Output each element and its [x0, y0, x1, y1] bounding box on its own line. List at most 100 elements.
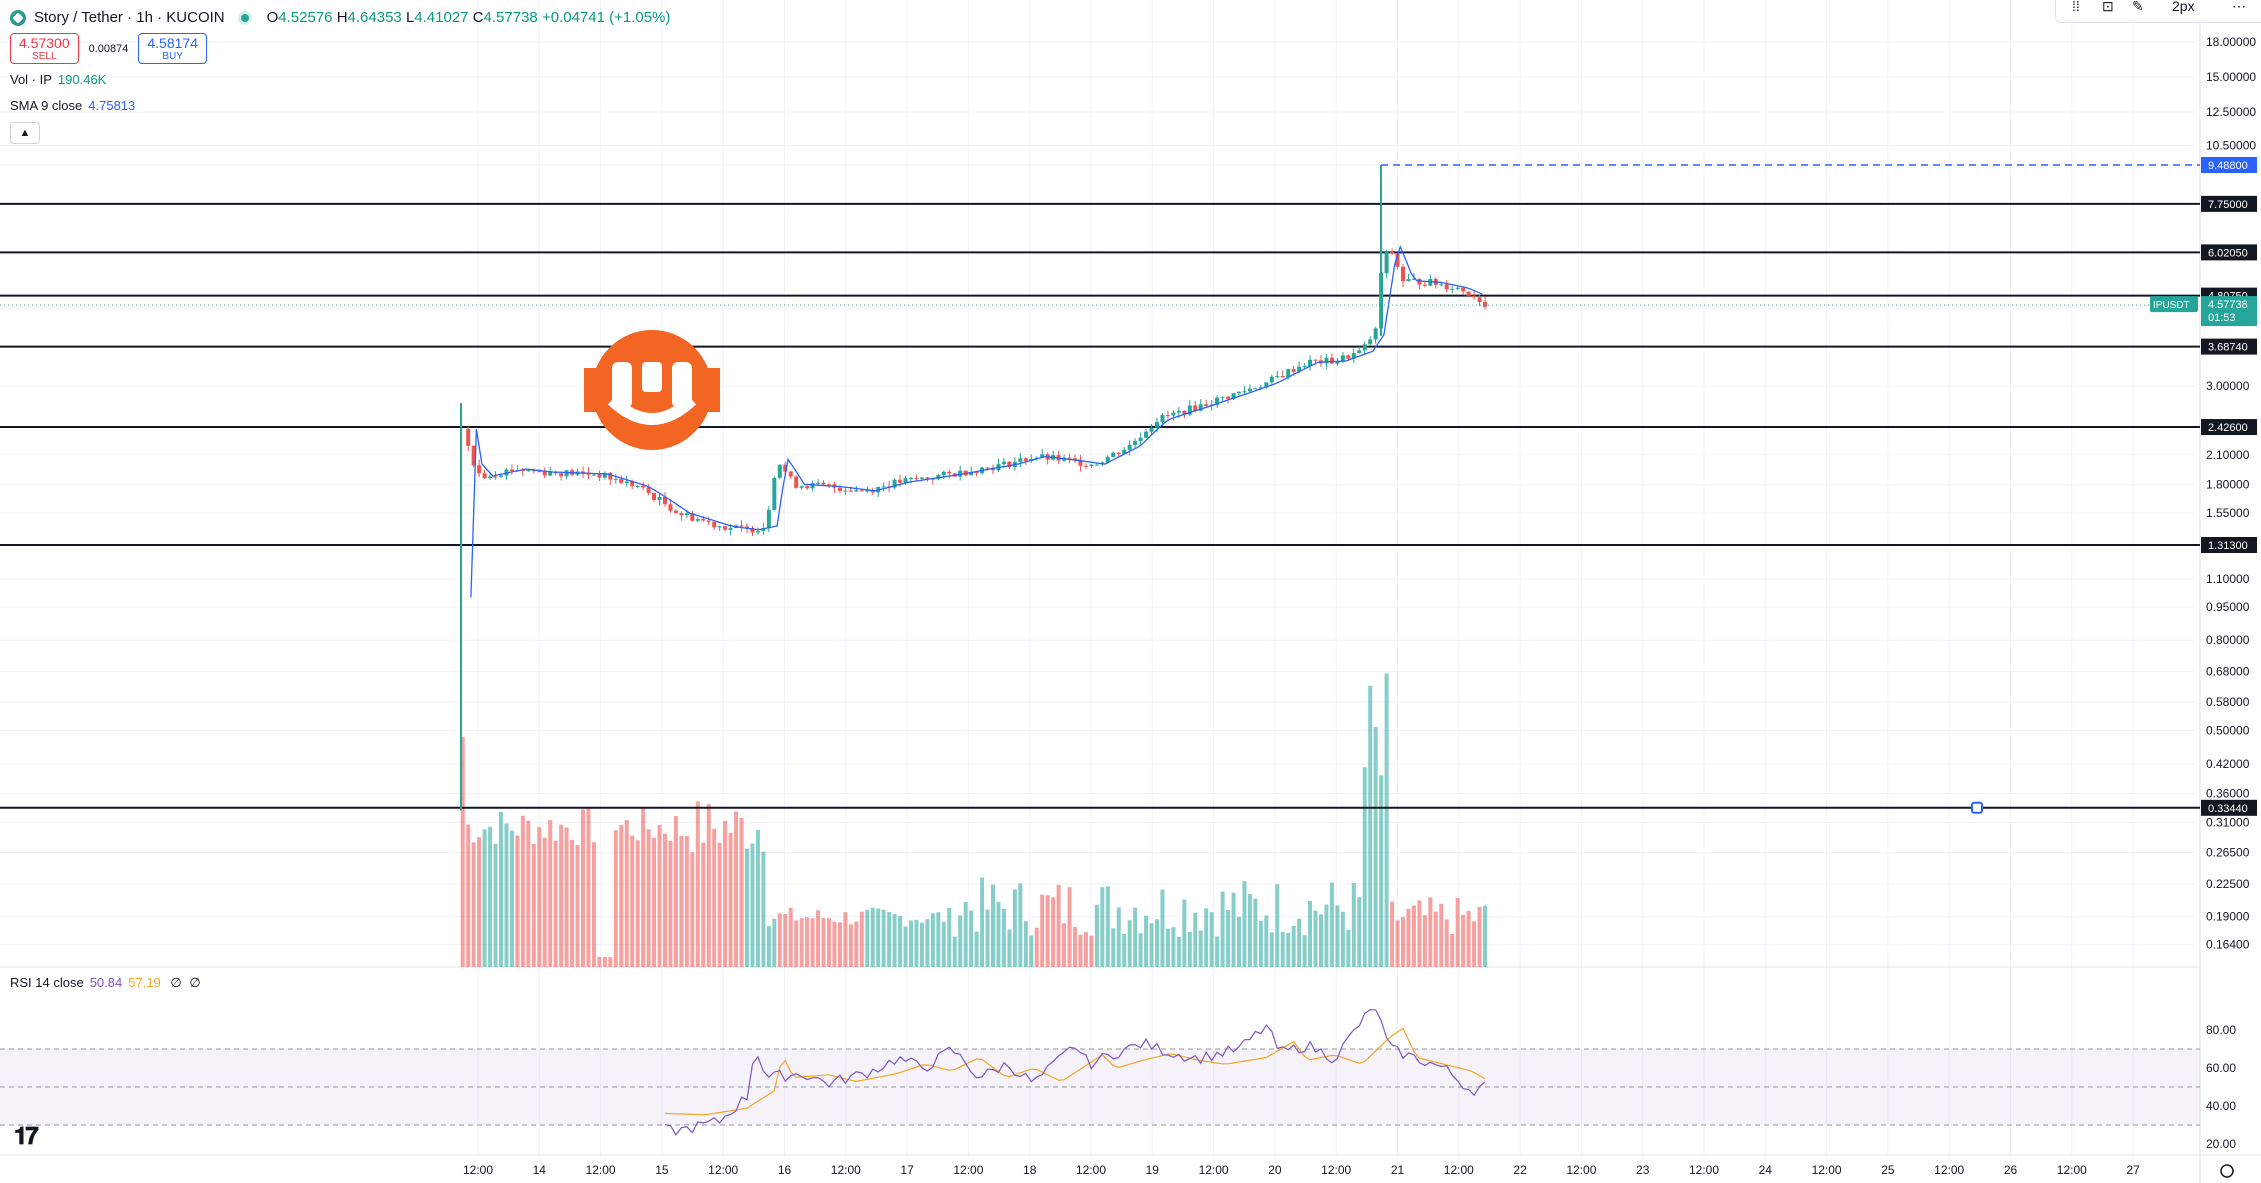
level-label: 0.33440 — [2208, 803, 2248, 815]
market-status-icon — [240, 14, 249, 22]
volume-bar — [1319, 914, 1323, 967]
candle-body — [717, 526, 722, 528]
volume-bar — [1401, 917, 1405, 967]
volume-bar — [460, 737, 465, 967]
line-anchor-handle — [1971, 801, 1983, 814]
volume-indicator-row[interactable]: Vol · IP 190.46K — [10, 70, 670, 90]
volume-bar — [870, 907, 875, 967]
volume-bar — [1193, 912, 1198, 967]
volume-bar — [952, 936, 957, 967]
volume-bar — [690, 852, 695, 967]
volume-bar — [1477, 906, 1482, 967]
candle-body — [624, 481, 629, 484]
volume-bar — [695, 801, 700, 967]
rsi-extra-1: ∅ — [170, 975, 182, 990]
candle-body — [1379, 273, 1384, 329]
logo-smile — [607, 395, 697, 425]
volume-bar — [1078, 934, 1083, 967]
x-tick-label: 23 — [1636, 1163, 1650, 1177]
volume-bar — [783, 914, 788, 967]
candle-body — [936, 475, 941, 479]
volume-bar — [1384, 673, 1389, 967]
more-icon[interactable]: ⋯ — [2232, 0, 2246, 14]
candle-body — [1220, 396, 1225, 398]
drawing-toolbar: ⁞⁞ ⊡ ✎ 2px ⋯ — [2055, 0, 2261, 23]
candle-body — [947, 471, 952, 474]
x-tick-label: 12:00 — [953, 1163, 983, 1177]
level-label-box — [2201, 419, 2257, 436]
volume-bar — [641, 807, 646, 967]
candle-body — [914, 477, 919, 479]
candle-body — [1144, 431, 1149, 438]
volume-bar — [974, 931, 979, 967]
volume-bar — [608, 957, 613, 967]
candle-body — [1472, 295, 1477, 298]
candle-body — [684, 513, 689, 516]
volume-bar — [755, 829, 760, 967]
candle-body — [1018, 458, 1023, 462]
sell-button[interactable]: 4.57300 SELL — [10, 33, 79, 64]
volume-bar — [542, 837, 547, 967]
x-tick-label: 24 — [1759, 1163, 1773, 1177]
volume-bar — [1116, 907, 1121, 967]
buy-button[interactable]: 4.58174 BUY — [138, 33, 207, 64]
candle-body — [1302, 365, 1307, 367]
close-label: C — [472, 9, 484, 26]
x-tick-label: 12:00 — [1566, 1163, 1596, 1177]
grid-icon[interactable]: ⁞⁞ — [2072, 0, 2080, 14]
volume-bars — [460, 673, 1487, 967]
volume-bar — [537, 827, 542, 967]
level-label-box — [2201, 244, 2257, 261]
candle-body — [548, 471, 553, 476]
y-tick-label: 0.36000 — [2206, 787, 2250, 801]
volume-bar — [1329, 882, 1334, 967]
volume-bar — [1209, 912, 1214, 967]
high-value: 4.64353 — [347, 9, 402, 26]
x-tick-label: 12:00 — [1199, 1163, 1229, 1177]
dashed-level-box — [2201, 157, 2257, 173]
symbol-title[interactable]: Story / Tether · 1h · KUCOIN — [34, 9, 225, 26]
volume-bar — [684, 835, 689, 967]
candle-body — [1401, 266, 1405, 282]
volume-bar — [837, 922, 842, 967]
y-tick-label: 0.16400 — [2206, 938, 2250, 952]
volume-bar — [909, 920, 913, 967]
candle-body — [1258, 387, 1263, 389]
rsi-ma-value: 57.19 — [128, 975, 161, 990]
volume-bar — [1291, 925, 1296, 967]
candle-body — [701, 519, 706, 521]
line-width-label[interactable]: 2px — [2172, 0, 2195, 14]
candle-body — [903, 478, 908, 483]
volume-bar — [646, 829, 651, 967]
volume-bar — [701, 842, 706, 967]
y-tick-label: 1.80000 — [2206, 477, 2250, 491]
candle-body — [1368, 339, 1373, 345]
tradingview-logo[interactable]: 𝟏𝟕 — [14, 1122, 39, 1150]
volume-bar — [1051, 897, 1056, 967]
volume-bar — [1144, 915, 1149, 967]
rsi-legend[interactable]: RSI 14 close 50.84 57.19 ∅ ∅ — [10, 975, 201, 991]
x-tick-label: 21 — [1391, 1163, 1405, 1177]
volume-bar — [1001, 908, 1006, 967]
candle-body — [1187, 405, 1192, 415]
layout-icon[interactable]: ⊡ — [2102, 0, 2114, 14]
rsi-label: RSI 14 close — [10, 975, 84, 990]
candle-body — [985, 467, 990, 469]
volume-bar — [810, 918, 815, 967]
candle-body — [1171, 412, 1176, 416]
y-tick-label: 12.50000 — [2206, 105, 2256, 119]
candle-body — [1073, 458, 1077, 460]
volume-bar — [761, 851, 766, 967]
collapse-legend-button[interactable]: ▲ — [10, 122, 40, 144]
volume-bar — [1226, 909, 1231, 967]
candle-body — [1122, 449, 1127, 454]
volume-bar — [739, 817, 744, 967]
candle-body — [1231, 393, 1236, 399]
volume-bar — [1297, 918, 1302, 967]
sma-indicator-row[interactable]: SMA 9 close 4.75813 — [10, 96, 670, 116]
candle-body — [1242, 391, 1247, 393]
pencil-icon[interactable]: ✎ — [2132, 0, 2144, 14]
ohlc-values: O4.52576 H4.64353 L4.41027 C4.57738 +0.0… — [267, 8, 671, 28]
volume-bar — [1286, 932, 1291, 967]
